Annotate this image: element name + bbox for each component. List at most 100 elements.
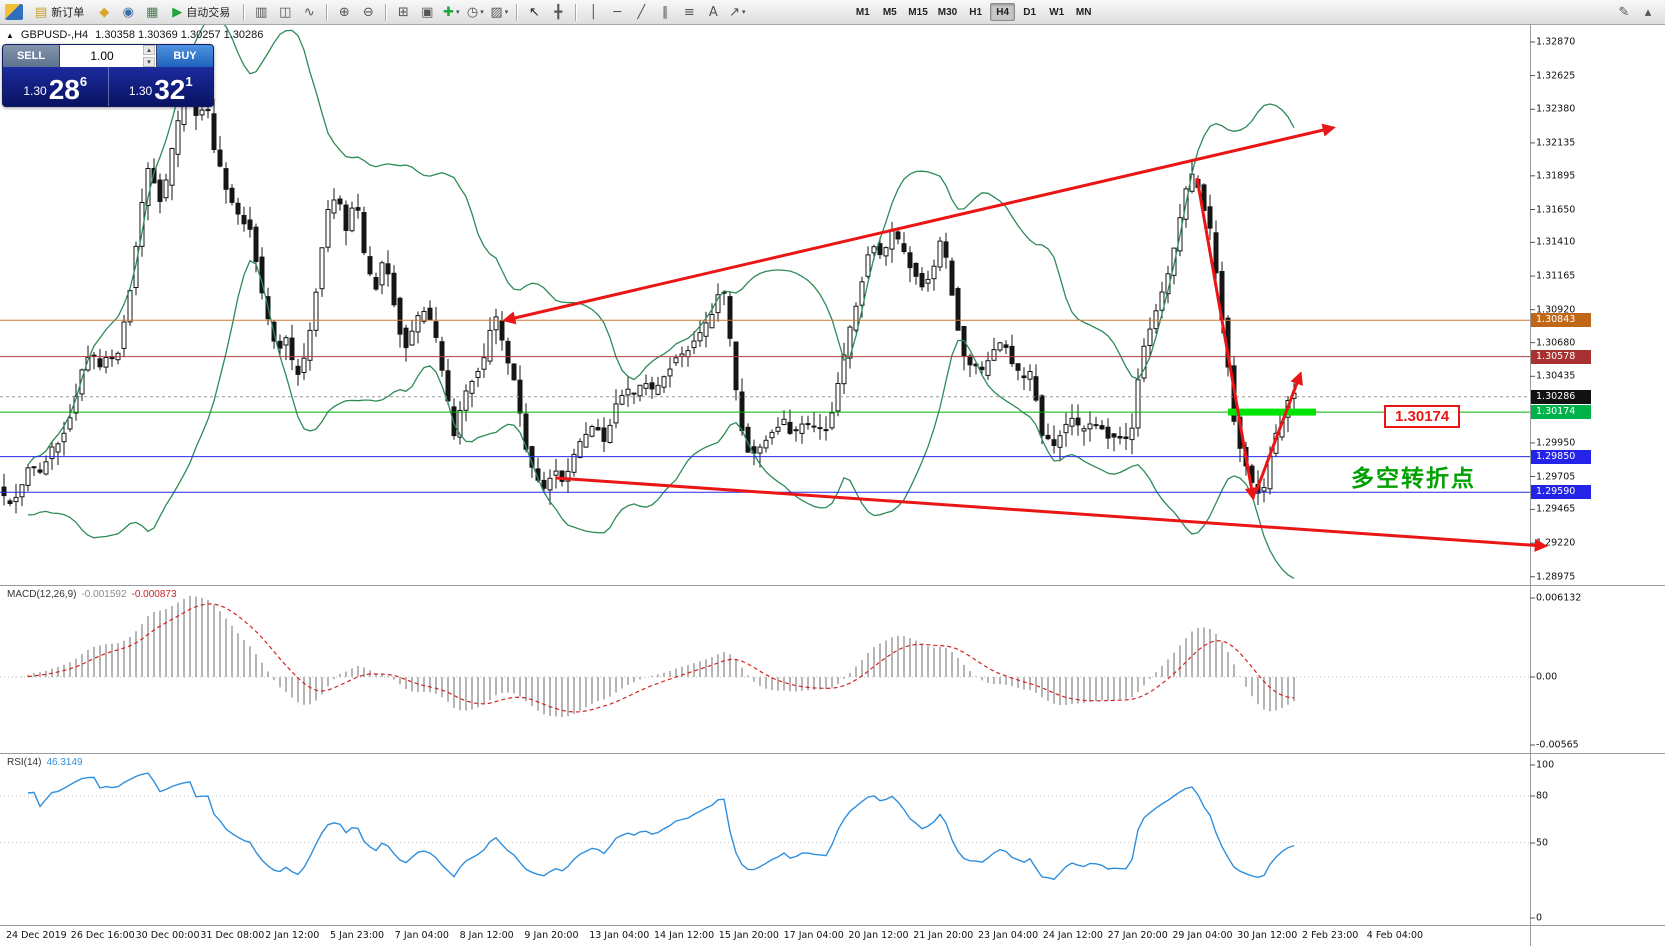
- market-watch-icon[interactable]: ◉: [117, 2, 139, 22]
- trend-arrow[interactable]: [1195, 177, 1258, 501]
- dropdown-arrow-icon[interactable]: ▾: [480, 8, 484, 16]
- macd-name: MACD(12,26,9): [7, 589, 77, 600]
- toolbar-separator: [516, 3, 518, 21]
- price-label-annotation[interactable]: 1.30174: [1384, 405, 1461, 428]
- charts-profile-icon: ◆: [99, 4, 110, 20]
- rsi-indicator-label: RSI(14) 46.3149: [7, 757, 83, 768]
- volume-increase-button[interactable]: ▴: [143, 45, 155, 55]
- price-axis-label: 1.32625: [1536, 70, 1576, 82]
- time-axis-label: 30 Dec 00:00: [135, 930, 200, 941]
- candlestick-chart-icon[interactable]: ◫: [274, 2, 296, 22]
- cascade-windows-icon[interactable]: ▣: [416, 2, 438, 22]
- indicators-icon[interactable]: ✚ ▾: [440, 2, 462, 22]
- volume-decrease-button[interactable]: ▾: [143, 57, 155, 67]
- timeframe-mn-button[interactable]: MN: [1075, 6, 1092, 18]
- time-axis-label: 17 Jan 04:00: [783, 930, 844, 941]
- zoom-out-icon[interactable]: ⊖: [357, 2, 379, 22]
- timeframe-m30-button[interactable]: M30: [937, 6, 958, 18]
- timeframe-h4-button[interactable]: H4: [990, 3, 1016, 21]
- periods-icon[interactable]: ◷ ▾: [464, 2, 486, 22]
- buy-price-big: 32: [154, 74, 186, 105]
- trendline-icon[interactable]: ╱: [630, 2, 652, 22]
- sell-price-button[interactable]: 1.30 28 6: [3, 67, 109, 106]
- pencil-edit-icon: ✎: [1618, 4, 1630, 20]
- dropdown-arrow-icon[interactable]: ▾: [741, 8, 746, 16]
- macd-signal-line: [27, 603, 1295, 713]
- time-axis-label: 7 Jan 04:00: [394, 930, 449, 941]
- volume-input[interactable]: [60, 45, 156, 67]
- time-axis-label: 24 Jan 12:00: [1042, 930, 1103, 941]
- price-axis-label: 1.29950: [1536, 437, 1576, 449]
- line-chart-icon[interactable]: ∿: [298, 2, 320, 22]
- price-badge: 1.30174: [1531, 405, 1591, 420]
- bar-chart-icon[interactable]: ▥: [250, 2, 272, 22]
- cursor-icon: ↖: [528, 4, 540, 20]
- price-axis-label: 1.29705: [1536, 471, 1576, 482]
- macd-histogram: [15, 595, 1295, 717]
- dropdown-arrow-icon[interactable]: ▾: [455, 8, 460, 16]
- bar-chart-icon: ▥: [255, 4, 268, 20]
- macd-main-value: -0.001592: [81, 589, 127, 600]
- time-axis-label: 2 Feb 23:00: [1302, 930, 1359, 941]
- buy-price-button[interactable]: 1.30 32 1: [109, 67, 214, 106]
- time-axis-label: 8 Jan 12:00: [459, 930, 514, 941]
- volume-field: ▴ ▾: [59, 45, 157, 67]
- equidistant-channel-icon[interactable]: ∥: [654, 2, 676, 22]
- autotrading-button[interactable]: ▶ 自动交易: [165, 2, 237, 22]
- arrow-objects-icon[interactable]: ↗ ▾: [726, 2, 748, 22]
- highlight-level-bar[interactable]: [1228, 408, 1316, 416]
- turning-point-annotation[interactable]: 多空转折点: [1351, 465, 1476, 491]
- drawn-annotations[interactable]: [502, 123, 1548, 552]
- charts-profile-icon[interactable]: ◆: [93, 2, 115, 22]
- trend-arrow[interactable]: [555, 476, 1548, 552]
- price-axis-label: 1.31165: [1536, 270, 1576, 282]
- timeframe-h1-button[interactable]: H1: [969, 6, 983, 18]
- arrow-objects-icon: ↗: [729, 4, 740, 20]
- horizontal-line-icon[interactable]: ─: [606, 2, 628, 22]
- dropdown-arrow-icon[interactable]: ▾: [504, 8, 509, 16]
- new-order-button: ▤: [35, 4, 48, 20]
- data-window-icon[interactable]: ▦: [141, 2, 163, 22]
- tile-windows-icon[interactable]: ⊞: [392, 2, 414, 22]
- pencil-edit-icon[interactable]: ✎: [1613, 2, 1635, 22]
- new-order-button-label: 新订单: [51, 7, 85, 19]
- sell-button[interactable]: SELL: [3, 45, 59, 67]
- buy-button[interactable]: BUY: [157, 45, 213, 67]
- indicator-axis-label: 0.006132: [1536, 592, 1582, 604]
- macd-signal-value: -0.000873: [131, 589, 177, 600]
- main-toolbar: ▤ 新订单 ◆ ◉ ▦ ▶ 自动交易 ▥ ◫ ∿ ⊕ ⊖ ⊞ ▣ ✚ ▾ ◷ ▾ ▨ ▾ ↖ ╋ │ ─ ╱ ∥ ≡ A ↗ ▾ M1 M5 M…: [0, 0, 1665, 25]
- vertical-line-icon[interactable]: │: [582, 2, 604, 22]
- trend-arrow[interactable]: [502, 123, 1336, 325]
- crosshair-icon[interactable]: ╋: [547, 2, 569, 22]
- templates-icon: ▨: [490, 4, 503, 20]
- vertical-line-icon: │: [589, 4, 598, 20]
- timeframe-d1-button[interactable]: D1: [1023, 6, 1037, 18]
- time-axis-label: 23 Jan 04:00: [978, 930, 1039, 941]
- price-axis-label: 1.28975: [1536, 571, 1576, 583]
- sell-price-big: 28: [48, 74, 80, 105]
- collapse-trade-panel-icon[interactable]: ▲: [6, 30, 14, 40]
- timeframe-w1-button[interactable]: W1: [1049, 6, 1065, 18]
- timeframe-m5-button[interactable]: M5: [882, 6, 897, 18]
- templates-icon[interactable]: ▨ ▾: [488, 2, 510, 22]
- time-axis-label: 21 Jan 20:00: [913, 930, 974, 941]
- price-axis-label: 1.30920: [1536, 304, 1576, 316]
- new-order-button[interactable]: ▤ 新订单: [28, 2, 91, 22]
- timeframe-m15-button[interactable]: M15: [908, 6, 928, 18]
- symbol-title: GBPUSD-,H4: [20, 29, 89, 41]
- market-watch-icon: ◉: [122, 4, 134, 20]
- zoom-in-icon[interactable]: ⊕: [333, 2, 355, 22]
- timeframe-m1-button[interactable]: M1: [855, 6, 870, 18]
- fibonacci-icon[interactable]: ≡: [678, 2, 700, 22]
- trend-arrow[interactable]: [1254, 371, 1303, 493]
- text-label-icon[interactable]: A: [702, 2, 724, 22]
- time-axis-label: 9 Jan 20:00: [524, 930, 579, 941]
- toolbar-collapse-icon[interactable]: ▴: [1637, 2, 1659, 22]
- time-axis-label: 15 Jan 20:00: [718, 930, 779, 941]
- rsi-value: 46.3149: [46, 757, 83, 768]
- cursor-icon[interactable]: ↖: [523, 2, 545, 22]
- time-axis-label: 20 Jan 12:00: [848, 930, 909, 941]
- text-label-icon: A: [708, 4, 718, 20]
